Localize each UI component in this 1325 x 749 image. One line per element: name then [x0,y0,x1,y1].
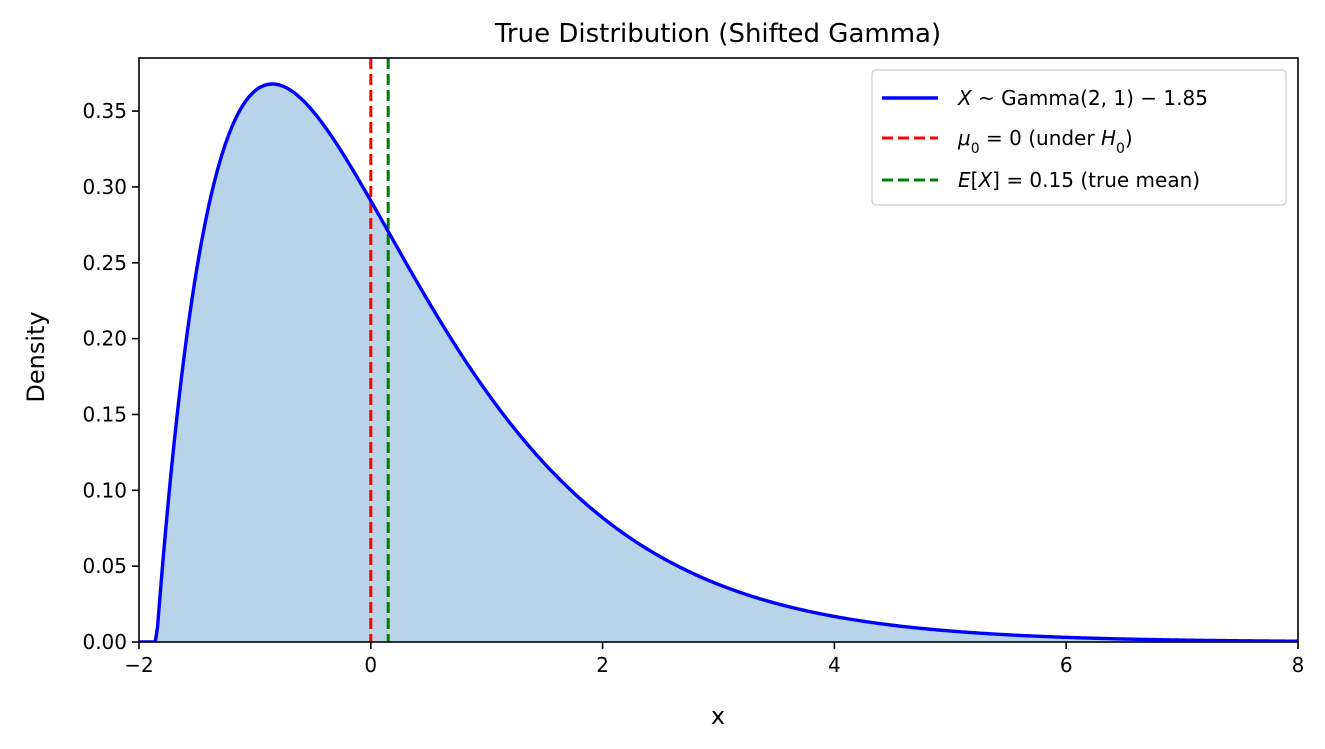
legend-label: X ~ Gamma(2, 1) − 1.85 [957,86,1208,110]
y-tick-label: 0.20 [82,327,127,351]
x-tick-label: 8 [1292,653,1305,677]
x-tick-label: −2 [124,653,153,677]
y-tick-label: 0.05 [82,554,127,578]
y-tick-label: 0.35 [82,99,127,123]
legend: X ~ Gamma(2, 1) − 1.85 μ0 = 0 (under H0) E… [871,69,1287,206]
x-tick-label: 2 [596,653,609,677]
y-tick-label: 0.15 [82,402,127,426]
x-tick-label: 6 [1060,653,1073,677]
legend-box [871,69,1287,206]
y-tick-label: 0.10 [82,478,127,502]
plot-area [138,57,1299,643]
chart-title: True Distribution (Shifted Gamma) [494,19,941,49]
y-tick-label: 0.00 [82,630,127,654]
x-axis: −2 0 2 4 6 8 [124,642,1304,677]
density-fill [139,84,1298,642]
y-tick-label: 0.25 [82,251,127,275]
axes-frame [138,57,1299,643]
x-tick-label: 0 [364,653,377,677]
y-axis: 0.00 0.05 0.10 0.15 0.20 0.25 0.30 0.35 [82,99,139,654]
legend-label: E[X] = 0.15 (true mean) [958,168,1200,192]
x-axis-label: x [711,702,725,730]
legend-label: μ0 = 0 (under H0) [957,126,1133,157]
x-tick-label: 4 [828,653,841,677]
y-axis-label: Density [22,311,50,402]
density-curve [139,82,1298,642]
y-tick-label: 0.30 [82,175,127,199]
